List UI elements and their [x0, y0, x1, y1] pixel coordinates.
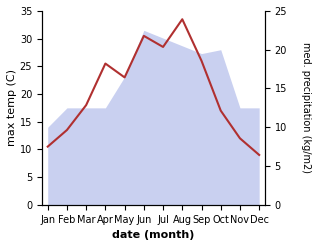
X-axis label: date (month): date (month) [112, 230, 195, 240]
Y-axis label: max temp (C): max temp (C) [7, 69, 17, 146]
Y-axis label: med. precipitation (kg/m2): med. precipitation (kg/m2) [301, 42, 311, 173]
